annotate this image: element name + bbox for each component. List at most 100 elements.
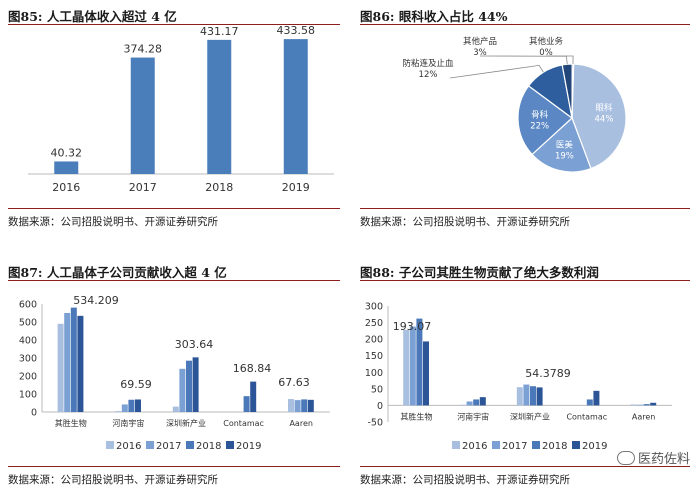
source-note: 数据来源：公司招股说明书、开源证券研究所	[360, 216, 570, 228]
x-tick-深圳新产业: 深圳新产业	[510, 411, 550, 421]
legend-swatch-2017	[146, 441, 154, 449]
y-tick-50: 50	[371, 384, 383, 395]
source-rule	[360, 208, 690, 209]
bar-2017	[130, 57, 155, 174]
slice-name-其他产品: 其他产品	[463, 36, 497, 47]
y-tick-150: 150	[365, 351, 383, 362]
bar-Aaren-2017	[637, 404, 643, 406]
bar-Aaren-2019	[307, 399, 314, 412]
bar-其胜生物-2019	[77, 315, 84, 412]
bar-2016	[54, 161, 79, 174]
source-rule	[8, 208, 340, 209]
legend-label-2018: 2018	[542, 441, 567, 452]
bar-其胜生物-2017	[409, 326, 416, 406]
y-tick-500: 500	[19, 318, 37, 329]
x-tick-其胜生物: 其胜生物	[400, 411, 432, 421]
bar-Contamac-2018	[243, 396, 250, 412]
data-label-168.84: 168.84	[233, 362, 272, 375]
slice-pct-眼科: 44%	[595, 115, 614, 125]
y-tick--50: -50	[367, 418, 383, 429]
x-tick-河南宇宙: 河南宇宙	[457, 411, 489, 421]
data-label-303.64: 303.64	[175, 338, 214, 351]
y-tick-300: 300	[19, 354, 37, 365]
pie-slice-眼科	[571, 63, 627, 170]
bar-深圳新产业-2017	[179, 368, 186, 412]
title-rule	[8, 24, 340, 25]
bar-Aaren-2016	[630, 404, 637, 406]
legend-swatch-2017	[492, 441, 500, 449]
bar-河南宇宙-2018	[128, 399, 135, 412]
bar-其胜生物-2018	[416, 318, 423, 406]
x-tick-河南宇宙: 河南宇宙	[112, 418, 144, 428]
bar-深圳新产业-2018	[530, 386, 536, 406]
bar-河南宇宙-2019	[479, 397, 486, 406]
data-label-2016: 40.32	[51, 146, 83, 159]
panel-title: 图86: 眼科收入占比 44%	[360, 9, 508, 24]
slice-pct-其他产品: 3%	[473, 48, 487, 58]
data-label-54.3789: 54.3789	[525, 367, 571, 380]
bar-河南宇宙-2017	[466, 401, 473, 406]
y-tick-200: 200	[365, 335, 383, 346]
legend-label-2019: 2019	[236, 441, 261, 452]
bar-2018	[207, 39, 232, 175]
data-label-193.07: 193.07	[393, 320, 432, 333]
legend-swatch-2018	[186, 441, 194, 449]
data-label-2019: 433.58	[277, 24, 316, 37]
panel-title: 图88: 子公司其胜生物贡献了绝大多数利润	[360, 265, 599, 280]
slice-name-医美: 医美	[556, 139, 574, 150]
y-tick-0: 0	[377, 401, 383, 412]
title-rule	[360, 24, 690, 25]
leader-line-其他业务	[545, 55, 574, 65]
source-rule	[360, 466, 690, 467]
legend-label-2016: 2016	[116, 441, 141, 452]
legend-swatch-2016	[452, 441, 460, 449]
legend-label-2019: 2019	[582, 441, 607, 452]
bar-深圳新产业-2017	[523, 384, 530, 406]
slice-name-其他业务: 其他业务	[529, 36, 564, 47]
x-tick-其胜生物: 其胜生物	[55, 418, 87, 428]
legend-swatch-2019	[572, 441, 580, 449]
watermark: 医药佐料	[616, 448, 690, 467]
slice-name-眼科: 眼科	[595, 103, 613, 114]
bar-河南宇宙-2016	[460, 404, 466, 406]
y-tick-0: 0	[31, 408, 37, 419]
x-tick-2019: 2019	[282, 181, 310, 194]
x-tick-Contamac: Contamac	[566, 412, 607, 421]
x-tick-Contamac: Contamac	[223, 419, 264, 428]
bar-Aaren-2017	[294, 400, 301, 412]
panel-fig87: 图87: 人工晶体子公司贡献收入超 4 亿 0 100 200 300 400 500 60…	[8, 262, 344, 490]
panel-title: 图85: 人工晶体收入超过 4 亿	[8, 9, 177, 24]
y-tick-400: 400	[19, 336, 37, 347]
panel-fig88: 图88: 子公司其胜生物贡献了绝大多数利润 -50 0 50 100 150 200 250…	[360, 262, 694, 490]
title-rule	[8, 280, 340, 281]
data-label-534.209: 534.209	[73, 294, 119, 307]
bar-深圳新产业-2019	[536, 387, 543, 406]
bar-河南宇宙-2017	[121, 404, 128, 412]
bar-Aaren-2018	[643, 404, 650, 406]
legend-swatch-2016	[106, 441, 114, 449]
panel-title: 图87: 人工晶体子公司贡献收入超 4 亿	[8, 265, 227, 280]
data-label-67.63: 67.63	[278, 376, 310, 389]
chart-85: 40.32 2016 374.28 2017 431.17 2018 433.58 2019	[28, 24, 334, 194]
bar-其胜生物-2017	[64, 313, 71, 412]
bar-深圳新产业-2016	[172, 406, 179, 412]
x-tick-2017: 2017	[129, 181, 157, 194]
bar-河南宇宙-2016	[115, 411, 122, 412]
pie-slice-医美	[531, 116, 592, 173]
legend-swatch-2019	[226, 441, 234, 449]
slice-pct-医美: 19%	[555, 151, 574, 161]
bar-2019	[283, 39, 308, 174]
legend-swatch-2018	[532, 441, 540, 449]
pie-slice-骨科	[517, 85, 573, 156]
legend-label-2017: 2017	[502, 441, 527, 452]
bar-其胜生物-2018	[70, 307, 77, 412]
legend-label-2018: 2018	[196, 441, 221, 452]
bar-Contamac-2018	[586, 399, 593, 406]
source-note: 数据来源：公司招股说明书、开源证券研究所	[360, 474, 570, 486]
bar-Contamac-2019	[250, 381, 257, 412]
source-note: 数据来源：公司招股说明书、开源证券研究所	[8, 474, 218, 486]
data-label-2017: 374.28	[124, 43, 163, 56]
bar-Contamac-2019	[593, 390, 600, 406]
source-note: 数据来源：公司招股说明书、开源证券研究所	[8, 216, 218, 228]
x-tick-深圳新产业: 深圳新产业	[166, 418, 206, 428]
